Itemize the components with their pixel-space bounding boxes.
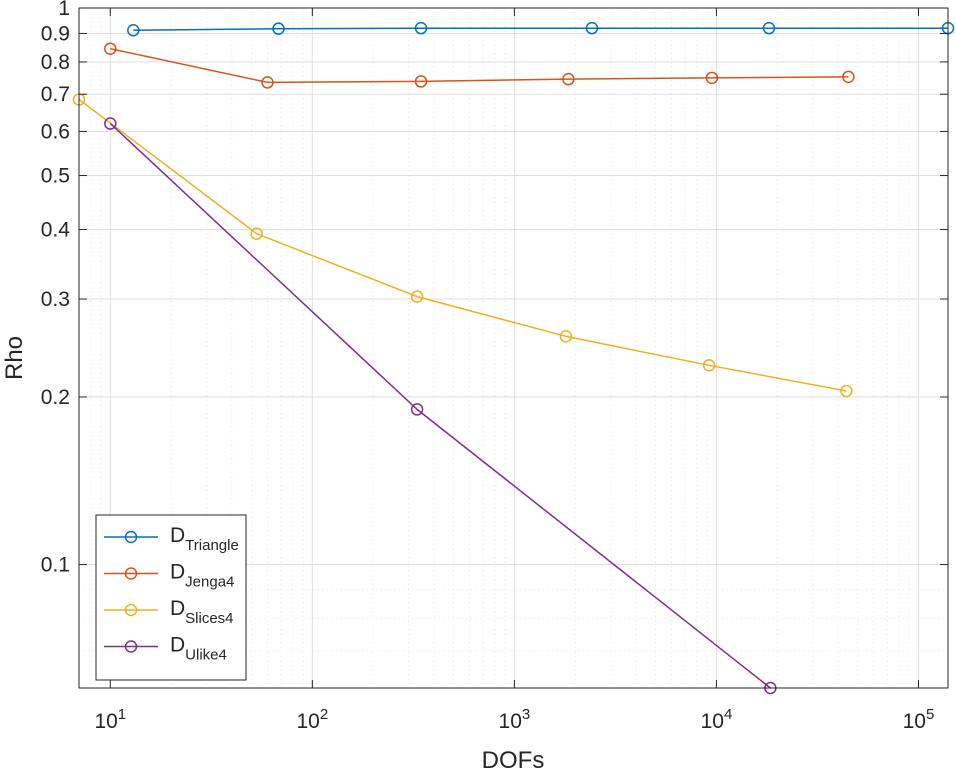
x-tick-exponent: 2 bbox=[320, 706, 328, 723]
data-point bbox=[410, 290, 424, 303]
y-tick-label: 0.1 bbox=[41, 554, 70, 577]
data-point bbox=[842, 70, 855, 84]
series-line bbox=[133, 27, 948, 32]
series-line bbox=[110, 47, 849, 84]
x-tick-exponent: 4 bbox=[724, 706, 732, 723]
legend-label: DJenga4 bbox=[170, 561, 234, 591]
legend-item-slices4[interactable]: DSlices4 bbox=[104, 597, 234, 627]
legend-name: D bbox=[170, 597, 185, 620]
data-point bbox=[414, 75, 428, 88]
legend-marker bbox=[124, 530, 138, 544]
data-point bbox=[250, 227, 263, 240]
y-axis-label: Rho bbox=[1, 336, 28, 380]
legend-label: DTriangle bbox=[170, 524, 239, 554]
x-tick-label: 103 bbox=[499, 706, 531, 733]
y-tick-label: 0.3 bbox=[41, 288, 70, 311]
legend-name: D bbox=[170, 561, 185, 584]
y-tick-label: 0.2 bbox=[41, 386, 70, 409]
legend-item-triangle[interactable]: DTriangle bbox=[104, 524, 239, 554]
y-tick-label: 0.8 bbox=[41, 51, 70, 74]
legend-subscript: Slices4 bbox=[185, 610, 233, 627]
legend-name: D bbox=[170, 634, 185, 657]
legend-name: D bbox=[170, 524, 185, 547]
data-point bbox=[261, 76, 274, 89]
legend-subscript: Ulike4 bbox=[185, 647, 227, 664]
legend-subscript: Triangle bbox=[185, 537, 239, 554]
data-point bbox=[104, 42, 117, 55]
x-tick-base: 10 bbox=[903, 710, 926, 733]
series-line bbox=[78, 98, 847, 392]
series-layer bbox=[72, 21, 955, 695]
legend-item-jenga4[interactable]: DJenga4 bbox=[104, 561, 234, 591]
legend-marker bbox=[124, 640, 138, 653]
data-point bbox=[559, 330, 573, 343]
y-tick-label: 0.4 bbox=[41, 218, 71, 241]
data-point bbox=[414, 21, 428, 35]
y-tick-label: 0.5 bbox=[41, 165, 70, 188]
data-point bbox=[127, 24, 140, 37]
x-tick-label: 105 bbox=[903, 706, 935, 733]
y-tick-label: 0.6 bbox=[41, 120, 70, 143]
x-axis-label: DOFs bbox=[482, 747, 545, 773]
tick-labels: 101 102 103 104 1050.10.20.30.40.50.60.70.80… bbox=[41, 0, 935, 733]
x-tick-exponent: 1 bbox=[118, 706, 126, 723]
data-point bbox=[840, 384, 853, 398]
data-point bbox=[762, 21, 776, 35]
x-tick-exponent: 5 bbox=[926, 706, 934, 723]
x-tick-label: 104 bbox=[701, 706, 733, 733]
x-tick-base: 10 bbox=[94, 710, 117, 733]
legend-label: DUlike4 bbox=[170, 634, 227, 664]
legend-label: DSlices4 bbox=[170, 597, 234, 627]
data-point bbox=[104, 117, 117, 130]
legend-box bbox=[95, 514, 247, 681]
x-tick-base: 10 bbox=[296, 710, 319, 733]
legend-subscript: Jenga4 bbox=[185, 574, 234, 591]
axes-box bbox=[78, 7, 949, 689]
y-tick-label: 0.9 bbox=[41, 22, 70, 45]
x-tick-base: 10 bbox=[499, 710, 522, 733]
data-point bbox=[705, 71, 719, 85]
axes bbox=[78, 7, 949, 689]
x-tick-base: 10 bbox=[701, 710, 724, 733]
grid-lines bbox=[79, 8, 948, 688]
x-tick-label: 102 bbox=[296, 706, 328, 733]
series-line bbox=[109, 122, 771, 689]
y-tick-label: 1 bbox=[58, 0, 70, 20]
x-tick-label: 101 bbox=[94, 706, 126, 733]
legend-marker bbox=[124, 567, 138, 580]
data-point bbox=[272, 22, 285, 35]
data-point bbox=[410, 403, 424, 416]
y-tick-label: 0.7 bbox=[41, 83, 70, 106]
legend-item-ulike4[interactable]: DUlike4 bbox=[104, 634, 227, 664]
x-tick-exponent: 3 bbox=[522, 706, 530, 723]
data-point bbox=[585, 21, 599, 35]
data-point bbox=[562, 72, 575, 86]
series-jenga4 bbox=[104, 42, 855, 89]
legend-marker bbox=[124, 603, 138, 617]
data-point bbox=[702, 359, 716, 372]
